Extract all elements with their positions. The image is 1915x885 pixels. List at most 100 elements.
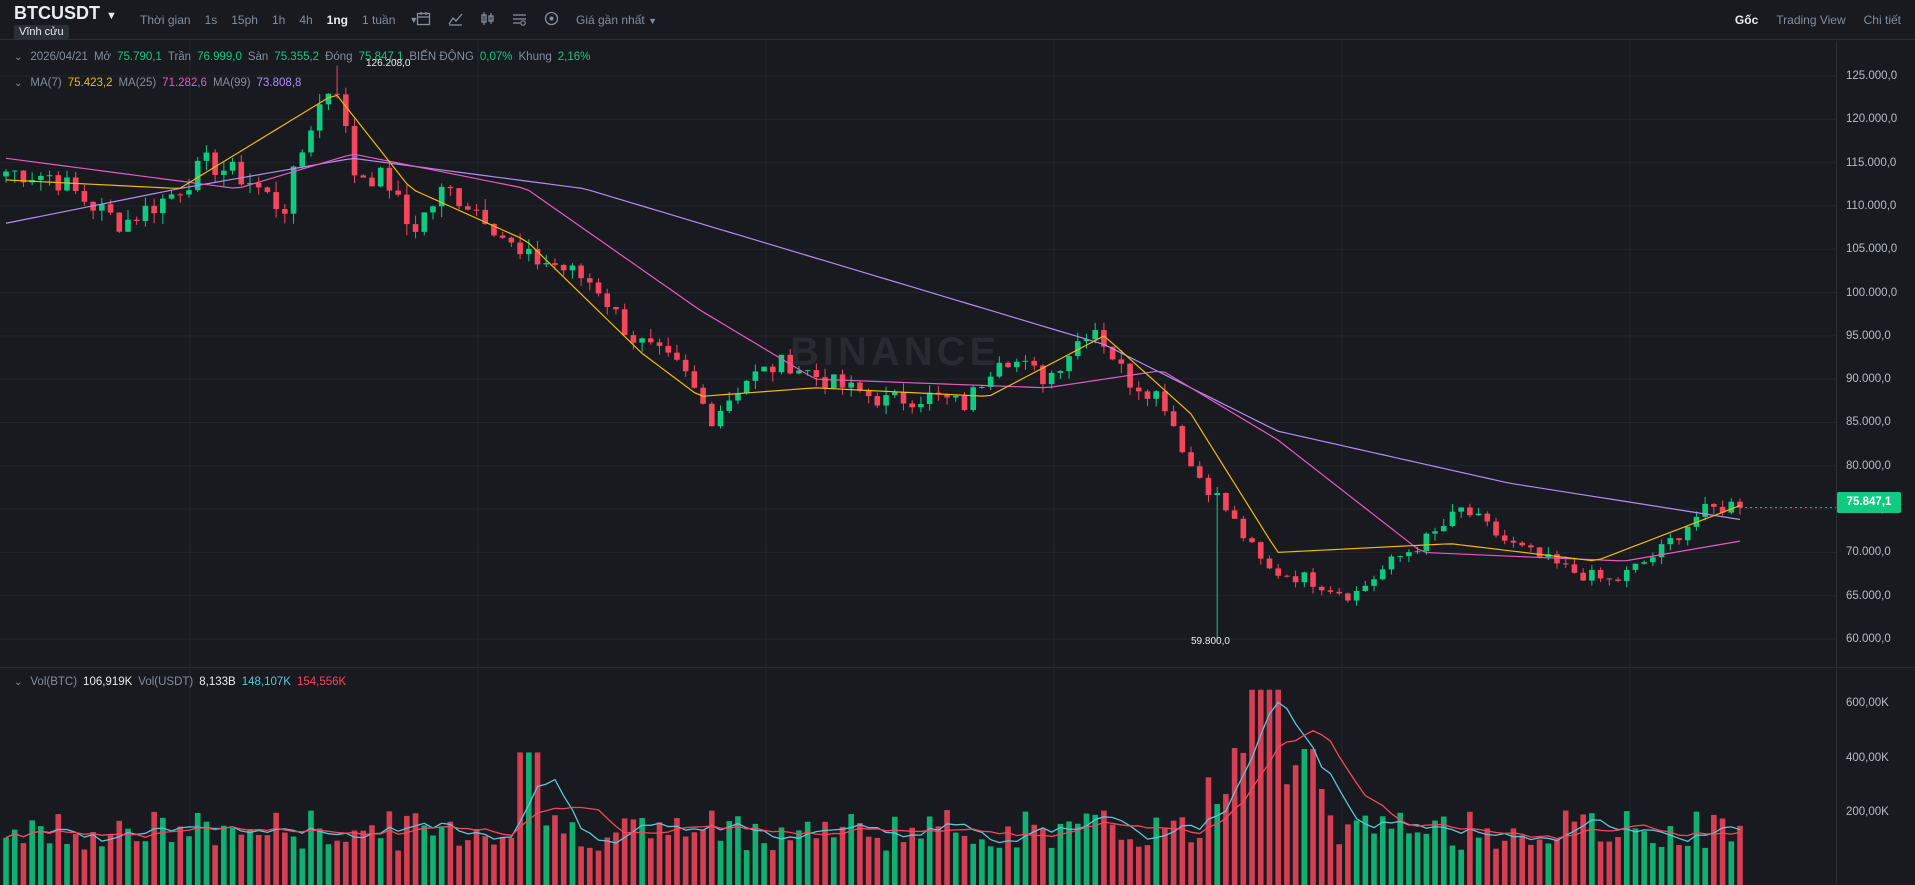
volume-bar [1562,810,1569,885]
candle-body [900,392,907,404]
price-axis-tick: 70.000,0 [1846,546,1891,559]
candle-body [456,188,462,207]
volume-bar [1022,811,1029,885]
symbol-label: BTCUSDT [14,3,100,23]
volume-bar [351,830,358,885]
volume-bar [708,810,715,885]
candle-body [1057,371,1064,373]
volume-bar [804,821,811,885]
volume-bar [1467,811,1473,885]
volume-bar [874,837,881,885]
volume-bar [1153,817,1159,885]
volume-bar [3,837,9,885]
volume-bar [255,834,262,885]
candle-body [1249,538,1255,543]
volume-bar [386,811,393,885]
volume-bar [316,828,323,885]
interval-1h[interactable]: 1h [271,13,286,27]
volume-bar [839,826,846,885]
tab-depth[interactable]: Chi tiết [1863,13,1901,27]
volume-bar [970,843,977,885]
volume-bar [151,811,157,885]
collapse-icon[interactable]: ⌄ [14,77,23,89]
chart-type-icon[interactable] [478,9,496,27]
candle-body [290,166,297,214]
volume-bar [891,816,898,885]
last-price-tag[interactable]: 75.847,1 [1837,492,1901,513]
volume-axis-tick: 400,00K [1846,751,1889,764]
volume-bar [343,841,349,885]
symbol-selector[interactable]: BTCUSDT ▼ [14,3,117,24]
volume-bar [534,752,541,885]
candle-body [769,366,776,373]
interval-1s[interactable]: 1s [204,13,218,27]
candle-body [1257,542,1264,559]
collapse-icon[interactable]: ⌄ [14,51,23,63]
candle-body [560,264,567,271]
volume-bar [822,821,828,885]
volume-bar [1310,749,1316,885]
candle-body [1135,387,1142,392]
candle-body [909,403,916,408]
pane-divider[interactable] [0,667,1915,668]
open-label: Mở [93,51,112,63]
calendar-icon[interactable] [414,9,432,27]
candle-body [648,338,654,343]
candle-body [1597,569,1604,579]
volume-chart[interactable] [0,669,1836,885]
candle-body [1179,426,1186,453]
volume-bar [116,820,123,885]
candle-body [1083,339,1090,342]
price-type-dropdown[interactable]: Giá gần nhất ▼ [576,13,657,27]
candle-body [1327,590,1334,592]
volume-bar [944,810,950,885]
candle-body [1162,391,1168,412]
volume-bar [1214,804,1220,885]
volume-bar [20,843,27,885]
volume-bar [1536,839,1543,885]
price-axis[interactable] [1836,41,1915,885]
volume-bar [900,842,907,885]
candle-body [517,242,523,255]
plus-circle-icon[interactable] [542,9,560,27]
candle-body [944,394,950,398]
volume-bar [1493,848,1499,885]
volume-bar [499,837,506,885]
interval-1w[interactable]: 1 tuần [362,13,396,27]
volume-bar [1101,810,1107,885]
volume-bar [1501,840,1508,885]
interval-1d[interactable]: 1ng [326,13,349,27]
collapse-icon[interactable]: ⌄ [14,676,23,688]
ma99-line [5,157,1741,521]
volume-bar [752,823,759,885]
volume-bar [1571,821,1578,885]
tab-tradingview[interactable]: Trading View [1776,13,1846,27]
candle-body [412,224,419,232]
candle-body [1196,466,1203,478]
candle-body [1536,547,1543,557]
candle-body [351,125,358,176]
candle-body [38,175,44,181]
candle-body [1074,341,1081,357]
price-axis-tick: 90.000,0 [1846,373,1891,386]
volume-bar [1423,833,1430,885]
candle-body [1580,572,1586,581]
interval-15m[interactable]: 15ph [231,13,258,27]
price-axis-tick: 65.000,0 [1846,589,1891,602]
more-intervals-icon[interactable]: ▼ [409,15,419,25]
volume-bar [926,816,933,885]
volume-bar [1615,837,1621,885]
close-value: 75.847,1 [358,51,404,63]
candle-body [1371,579,1377,586]
candle-body [1362,585,1369,591]
price-chart[interactable] [0,41,1836,667]
amplitude-value: 2,16% [557,51,591,63]
settings-icon[interactable] [510,9,528,27]
candle-body [116,212,123,232]
candle-body [282,209,288,214]
indicators-icon[interactable] [446,9,464,27]
tab-original[interactable]: Gốc [1734,13,1759,27]
volume-axis-tick: 600,00K [1846,697,1889,710]
interval-4h[interactable]: 4h [299,13,313,27]
ma25-label: MA(25) [118,77,157,89]
